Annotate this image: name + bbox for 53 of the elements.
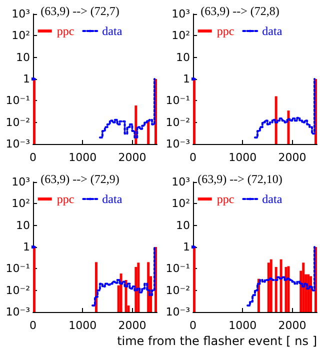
x-tick-label: 0: [190, 319, 196, 332]
x-tick-label: 0: [30, 151, 36, 164]
chart-title: (63,9) --> (72,10): [198, 172, 282, 186]
y-tick-label: 10⁻²: [166, 284, 190, 297]
y-tick-label: 1: [183, 72, 190, 86]
x-tick-label: 0: [190, 151, 196, 164]
y-tick-label: 10³: [172, 8, 190, 20]
y-tick-label: 10: [16, 50, 30, 64]
y-tick-label: 10⁻³: [6, 306, 30, 318]
y-tick-label: 10⁻³: [166, 138, 190, 150]
legend-label: ppc: [216, 24, 234, 38]
y-tick-label: 10²: [172, 197, 190, 210]
y-tick-label: 10: [176, 50, 190, 64]
x-tick-label: 0: [30, 319, 36, 332]
y-tick-label: 10⁻²: [6, 116, 30, 129]
x-tick-label: 2000: [118, 319, 146, 332]
y-tick-label: 1: [183, 240, 190, 254]
legend-label: ppc: [56, 192, 74, 206]
y-tick-label: 10²: [172, 29, 190, 42]
legend-label: ppc: [56, 24, 74, 38]
x-axis-title: time from the flasher event [ ns ]: [117, 334, 317, 348]
y-tick-label: 1: [23, 240, 30, 254]
legend-label: data: [262, 192, 283, 206]
chart-title: (63,9) --> (72,7): [40, 4, 120, 18]
legend-label: ppc: [216, 192, 234, 206]
x-tick-label: 2000: [278, 151, 306, 164]
chart-title: (63,9) --> (72,8): [200, 4, 280, 18]
chart-title: (63,9) --> (72,9): [40, 172, 120, 186]
y-tick-label: 10²: [12, 197, 30, 210]
legend-label: data: [102, 24, 123, 38]
y-tick-label: 10⁻¹: [6, 94, 30, 108]
y-tick-label: 10⁻¹: [6, 262, 30, 276]
x-tick-label: 1000: [68, 151, 97, 164]
y-tick-label: 10⁻¹: [166, 94, 190, 108]
x-tick-label: 2000: [278, 319, 306, 332]
x-tick-label: 1000: [68, 319, 97, 332]
x-tick-label: 2000: [118, 151, 146, 164]
y-tick-label: 10³: [12, 8, 30, 20]
x-tick-label: 1000: [228, 151, 257, 164]
y-tick-label: 10⁻²: [6, 284, 30, 297]
y-tick-label: 10²: [12, 29, 30, 42]
y-tick-label: 10: [16, 218, 30, 232]
legend-label: data: [262, 24, 283, 38]
y-tick-label: 10³: [12, 176, 30, 188]
y-tick-label: 10: [176, 218, 190, 232]
legend-label: data: [102, 192, 123, 206]
y-tick-label: 10³: [172, 176, 190, 188]
y-tick-label: 10⁻³: [166, 306, 190, 318]
y-tick-label: 10⁻³: [6, 138, 30, 150]
y-tick-label: 10⁻²: [166, 116, 190, 129]
y-tick-label: 10⁻¹: [166, 262, 190, 276]
y-tick-label: 1: [23, 72, 30, 86]
x-tick-label: 1000: [228, 319, 257, 332]
